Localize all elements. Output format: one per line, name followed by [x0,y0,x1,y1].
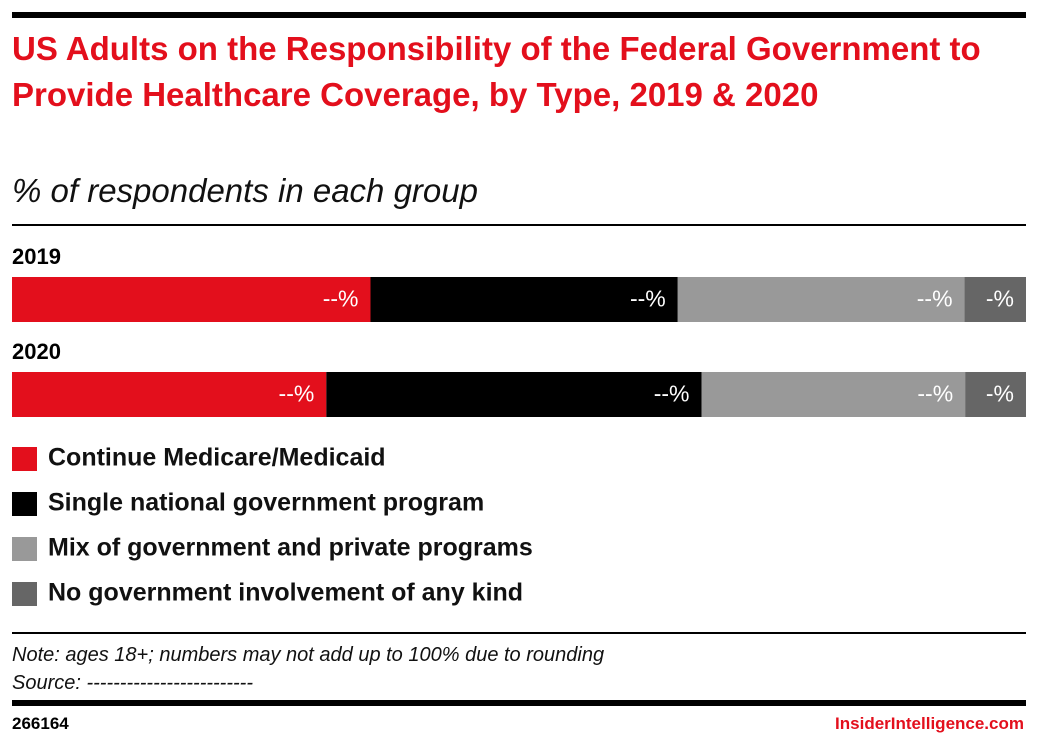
bar-segment [326,372,702,417]
bar-segment [677,277,965,322]
legend-label: Mix of government and private programs [48,534,533,562]
chart-title: US Adults on the Responsibility of the F… [12,30,981,113]
legend-swatch [12,582,37,606]
note: Note: ages 18+; numbers may not add up t… [12,644,605,666]
bar-segment [964,277,1026,322]
bar-segment [370,277,678,322]
value-label: --% [279,381,315,407]
value-label: --% [917,286,953,312]
category-label: 2020 [12,339,61,364]
value-label: --% [323,286,359,312]
chart-subtitle: % of respondents in each group [12,172,478,209]
legend-label: Continue Medicare/Medicaid [48,444,386,472]
bottom-rule [12,700,1026,706]
legend-label: No government involvement of any kind [48,579,523,607]
legend-swatch [12,447,37,471]
legend-swatch [12,537,37,561]
category-label: 2019 [12,244,61,269]
chart-id: 266164 [12,714,69,733]
bar-segment [701,372,966,417]
value-label: --% [630,286,666,312]
legend-swatch [12,492,37,516]
header-rule [12,224,1026,226]
source: Source: ------------------------- [12,672,253,694]
value-label: -% [986,286,1014,312]
bar-segment [12,372,327,417]
top-rule [12,12,1026,18]
legend-label: Single national government program [48,489,484,517]
value-label: --% [917,381,953,407]
value-label: -% [986,381,1014,407]
footer-rule [12,632,1026,634]
brand: InsiderIntelligence.com [835,714,1024,733]
bar-segment [12,277,371,322]
bar-segment [965,372,1026,417]
value-label: --% [654,381,690,407]
